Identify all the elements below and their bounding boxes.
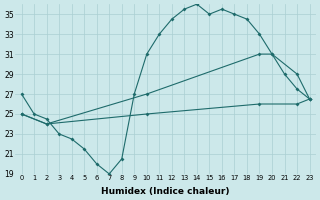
X-axis label: Humidex (Indice chaleur): Humidex (Indice chaleur) — [101, 187, 230, 196]
